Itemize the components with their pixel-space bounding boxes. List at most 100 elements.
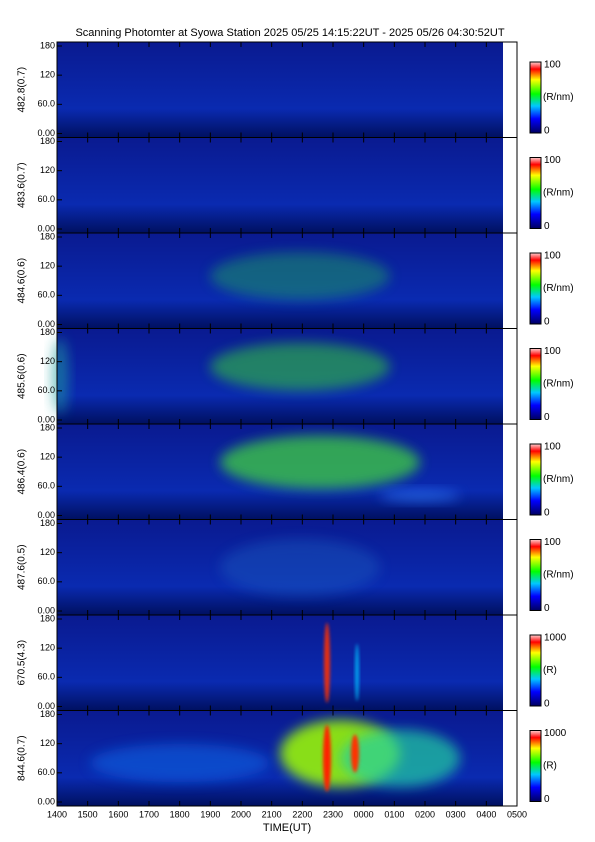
x-tick-label: 1900 xyxy=(200,809,220,819)
colorbar xyxy=(529,252,542,325)
x-tick-label: 0200 xyxy=(415,809,435,819)
colorbar-tick-label: 0 xyxy=(544,317,550,328)
colorbar-tick-label: 0 xyxy=(544,603,550,614)
colorbar-tick-label: 100 xyxy=(544,442,561,453)
glow xyxy=(52,338,68,415)
y-axis-label: 485.6(0.6) xyxy=(17,353,28,399)
y-tick-label: 180 xyxy=(40,231,55,241)
glow xyxy=(210,342,390,391)
y-tick-label: 0.00 xyxy=(37,701,55,711)
y-tick-label: 60.0 xyxy=(37,385,55,395)
colorbar-label: (R) xyxy=(543,665,557,676)
y-tick-label: 60.0 xyxy=(37,481,55,491)
colorbar-tick-label: 100 xyxy=(544,60,561,71)
y-tick-label: 0.00 xyxy=(37,223,55,233)
y-tick-label: 120 xyxy=(40,356,55,366)
glow xyxy=(324,622,330,703)
x-axis-label: TIME(UT) xyxy=(263,822,311,834)
y-tick-label: 0.00 xyxy=(37,319,55,329)
plot-background xyxy=(57,615,503,711)
y-axis-label: 482.8(0.7) xyxy=(17,67,28,113)
colorbar-label: (R) xyxy=(543,761,557,772)
y-tick-label: 120 xyxy=(40,643,55,653)
y-tick-label: 120 xyxy=(40,452,55,462)
panel: 0.00 60.0 120 180 486.4(0.6) 0 100 (R/nm) xyxy=(17,422,574,520)
y-tick-label: 180 xyxy=(40,136,55,146)
colorbar-tick-label: 100 xyxy=(544,251,561,262)
y-tick-label: 60.0 xyxy=(37,576,55,586)
glow xyxy=(323,724,331,792)
y-tick-label: 60.0 xyxy=(37,290,55,300)
colorbar xyxy=(529,539,542,611)
colorbar-label: (R/nm) xyxy=(543,474,574,485)
plot-background xyxy=(57,42,503,138)
x-tick-label: 2000 xyxy=(231,809,251,819)
plot-empty xyxy=(503,710,517,806)
colorbar-tick-label: 100 xyxy=(544,537,561,548)
x-tick-label: 1400 xyxy=(47,809,67,819)
y-tick-label: 0.00 xyxy=(37,414,55,424)
panel: 0.00 60.0 120 180 483.6(0.7) 0 100 (R/nm) xyxy=(17,136,574,234)
y-tick-label: 0.00 xyxy=(37,605,55,615)
y-axis-label: 670.5(4.3) xyxy=(17,640,28,686)
y-tick-label: 120 xyxy=(40,165,55,175)
glow xyxy=(351,734,359,773)
plot-empty xyxy=(503,42,517,138)
panel: 0.00 60.0 120 180 482.8(0.7) 0 100 (R/nm) xyxy=(17,40,574,138)
y-tick-label: 0.00 xyxy=(37,128,55,138)
plot-empty xyxy=(503,137,517,233)
y-tick-label: 120 xyxy=(40,261,55,271)
colorbar-tick-label: 100 xyxy=(544,346,561,357)
colorbar-label: (R/nm) xyxy=(543,283,574,294)
x-tick-label: 1800 xyxy=(170,809,190,819)
x-tick-label: 2200 xyxy=(292,809,312,819)
x-tick-label: 2300 xyxy=(323,809,343,819)
colorbar-label: (R/nm) xyxy=(543,570,574,581)
colorbar xyxy=(529,443,542,516)
x-tick-label: 2100 xyxy=(262,809,282,819)
x-tick-label: 0500 xyxy=(507,809,527,819)
colorbar-tick-label: 0 xyxy=(544,412,550,423)
colorbar xyxy=(529,634,542,707)
x-tick-label: 0300 xyxy=(446,809,466,819)
colorbar-tick-label: 1000 xyxy=(544,728,567,739)
colorbar-tick-label: 0 xyxy=(544,221,550,232)
x-tick-label: 1500 xyxy=(78,809,98,819)
y-axis-label: 484.6(0.6) xyxy=(17,258,28,304)
y-tick-label: 60.0 xyxy=(37,99,55,109)
panel: 0.00 60.0 120 180 485.6(0.6) 0 100 (R/nm) xyxy=(17,327,574,425)
colorbar xyxy=(529,730,542,802)
y-tick-label: 180 xyxy=(40,518,55,528)
colorbar-tick-label: 100 xyxy=(544,155,561,166)
glow xyxy=(220,435,420,489)
x-tick-label: 0400 xyxy=(476,809,496,819)
y-axis-label: 483.6(0.7) xyxy=(17,162,28,208)
panel: 0.00 60.0 120 180 484.6(0.6) 0 100 (R/nm) xyxy=(17,231,574,329)
panel: 0.00 60.0 120 180 670.5(4.3) 0 1000 (R) xyxy=(17,613,567,711)
y-tick-label: 180 xyxy=(40,613,55,623)
y-axis-label: 486.4(0.6) xyxy=(17,449,28,495)
colorbar-tick-label: 0 xyxy=(544,699,550,710)
x-tick-label: 0100 xyxy=(384,809,404,819)
colorbar-tick-label: 0 xyxy=(544,794,550,805)
plot-frame xyxy=(56,710,518,807)
colorbar-tick-label: 1000 xyxy=(544,633,567,644)
y-tick-label: 60.0 xyxy=(37,672,55,682)
y-tick-label: 0.00 xyxy=(37,796,55,806)
y-tick-label: 60.0 xyxy=(37,194,55,204)
colorbar xyxy=(529,348,542,420)
plot-empty xyxy=(503,233,517,329)
panel: 0.00 60.0 120 180 844.6(0.7) 0 1000 (R) xyxy=(17,709,567,807)
glow xyxy=(220,538,380,596)
colorbar-tick-label: 0 xyxy=(544,508,550,519)
y-tick-label: 120 xyxy=(40,70,55,80)
glow xyxy=(340,729,460,787)
x-tick-label: 1700 xyxy=(139,809,159,819)
plot-empty xyxy=(503,328,517,424)
y-tick-label: 180 xyxy=(40,422,55,432)
colorbar xyxy=(529,157,542,229)
x-tick-label: 1600 xyxy=(108,809,128,819)
y-tick-label: 120 xyxy=(40,738,55,748)
glow xyxy=(355,643,359,701)
